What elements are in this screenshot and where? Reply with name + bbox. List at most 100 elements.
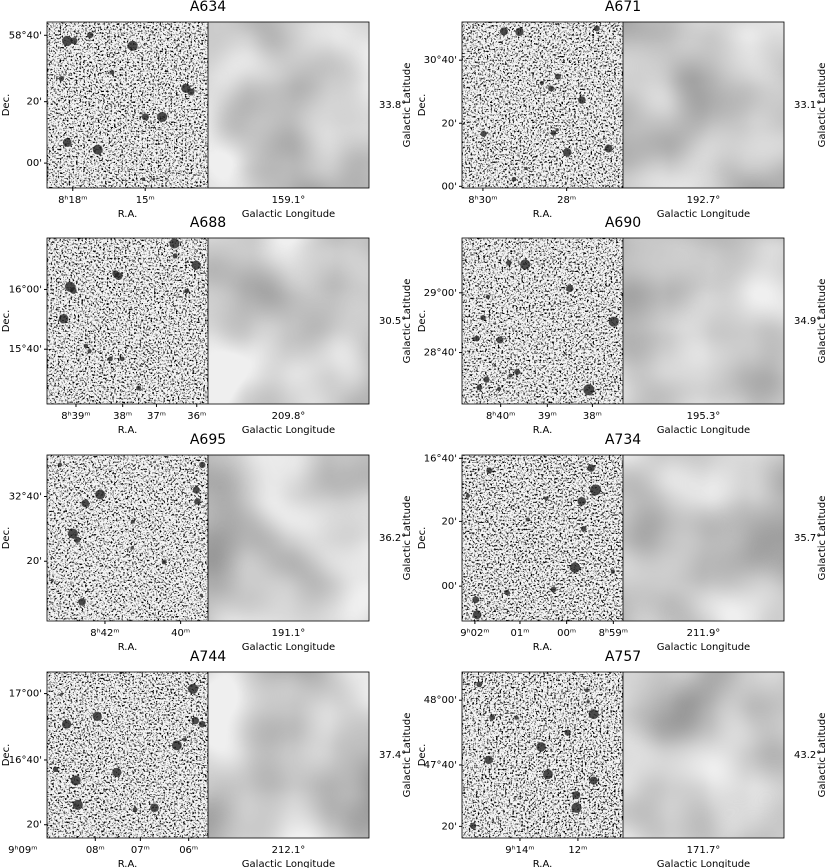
galaxy	[508, 373, 513, 378]
galaxy	[524, 166, 528, 171]
smoothed-shade	[208, 22, 369, 188]
galaxy	[499, 27, 508, 36]
y-tick-label: 17°00'	[9, 689, 42, 700]
galaxy	[584, 688, 589, 693]
galaxy	[157, 111, 168, 122]
optical-speckle	[47, 238, 208, 404]
panel: A671 30°40' 20' 00' 8ʰ30ᵐ 28ᵐ R.A. 192.7° Galact…	[417, 0, 828, 220]
ra-label: R.A.	[533, 209, 553, 220]
optical-speckle	[47, 672, 208, 838]
y-tick-label: 20'	[442, 516, 457, 527]
galaxy	[92, 144, 103, 155]
x-tick-label: 8ʰ42ᵐ	[90, 628, 119, 639]
galaxy	[199, 593, 203, 597]
x-tick-label: 36ᵐ	[187, 411, 206, 422]
glon-value: 192.7°	[687, 195, 721, 206]
panel: A690 29°00' 28°40' 8ʰ40ᵐ 39ᵐ 38ᵐ R.A. 195.3° Gal…	[417, 215, 828, 436]
galaxy	[564, 729, 571, 736]
galaxy	[550, 586, 557, 593]
y-tick-label: 15°40'	[9, 344, 42, 355]
x-tick-label: 39ᵐ	[538, 411, 557, 422]
galaxy	[70, 775, 81, 786]
galaxy	[604, 144, 613, 153]
ra-label: R.A.	[533, 425, 553, 436]
galaxy	[589, 776, 598, 785]
optical-speckle	[462, 455, 623, 621]
x-tick-label: 37ᵐ	[147, 411, 166, 422]
galaxy	[539, 80, 545, 86]
x-tick-label: 8ʰ18ᵐ	[58, 195, 87, 206]
glat-label: Galactic Latitude	[817, 713, 828, 798]
glat-label: Galactic Latitude	[402, 713, 413, 798]
galaxy	[188, 683, 199, 694]
galaxy	[469, 822, 477, 830]
panel-title: A690	[605, 215, 641, 231]
x-tick-label: 07ᵐ	[131, 845, 150, 856]
smoothed-shade	[623, 672, 784, 838]
galaxy	[496, 386, 502, 392]
galaxy	[182, 737, 187, 742]
galaxy	[496, 336, 504, 344]
glon-label: Galactic Longitude	[657, 642, 750, 653]
glat-value: 36.2°	[379, 533, 406, 544]
glon-label: Galactic Longitude	[657, 859, 750, 868]
x-tick-label: 40ᵐ	[171, 628, 190, 639]
galaxy	[87, 31, 94, 39]
smoothed-shade	[208, 455, 369, 621]
galaxy	[72, 799, 83, 810]
dec-label: Dec.	[417, 527, 428, 550]
galaxy	[70, 37, 78, 45]
y-tick-label: 00'	[27, 158, 42, 169]
smoothed-shade	[623, 455, 784, 621]
galaxy	[608, 316, 619, 327]
galaxy	[199, 461, 206, 469]
galaxy	[572, 791, 581, 800]
galaxy	[580, 526, 587, 532]
galaxy	[472, 596, 480, 604]
galaxy	[486, 467, 493, 474]
optical-speckle	[47, 22, 208, 188]
panel: A634 58°40' 20' 00' 8ʰ18ᵐ 15ᵐ R.A. 159.1° Galact…	[1, 0, 413, 220]
galaxy	[78, 598, 86, 606]
galaxy	[562, 147, 572, 157]
galaxy	[192, 486, 200, 494]
galaxy	[514, 368, 521, 375]
glon-label: Galactic Longitude	[242, 425, 335, 436]
galaxy	[81, 499, 90, 508]
galaxy	[57, 462, 63, 467]
galaxy	[119, 356, 125, 362]
galaxy	[525, 517, 530, 522]
galaxy	[588, 709, 599, 720]
y-tick-label: 29°00'	[424, 288, 457, 299]
smoothed-shade	[208, 238, 369, 404]
galaxy	[184, 288, 190, 294]
galaxy	[152, 177, 156, 181]
galaxy	[480, 130, 487, 137]
panel-title: A757	[605, 649, 641, 665]
dec-label: Dec.	[1, 94, 12, 117]
galaxy	[578, 96, 586, 104]
optical-speckle	[462, 672, 623, 838]
panel: A695 32°40' 20' 8ʰ42ᵐ 40ᵐ R.A. 191.1° Galactic …	[1, 432, 413, 653]
optical-speckle	[462, 238, 623, 404]
glon-label: Galactic Longitude	[242, 209, 335, 220]
galaxy	[67, 528, 78, 539]
x-tick-label: 38ᵐ	[113, 411, 132, 422]
x-tick-label: 8ʰ30ᵐ	[468, 195, 497, 206]
galaxy	[548, 85, 555, 92]
panel-title: A671	[605, 0, 641, 15]
glat-label: Galactic Latitude	[817, 63, 828, 148]
galaxy	[60, 692, 64, 696]
x-tick-label: 12ᵐ	[568, 845, 587, 856]
galaxy	[50, 578, 54, 582]
y-tick-label: 00'	[442, 181, 457, 192]
glon-value: 171.7°	[687, 845, 721, 856]
panel: A757 48°00' 47°40' 20' 9ʰ14ᵐ 12ᵐ R.A. 171.7° Gal…	[417, 649, 828, 868]
x-tick-label: 28ᵐ	[557, 195, 576, 206]
glon-label: Galactic Longitude	[242, 642, 335, 653]
galaxy	[536, 742, 546, 752]
galaxy	[64, 281, 76, 292]
y-tick-label: 30°40'	[424, 55, 457, 66]
x-tick-label: 9ʰ02ᵐ	[460, 628, 489, 639]
